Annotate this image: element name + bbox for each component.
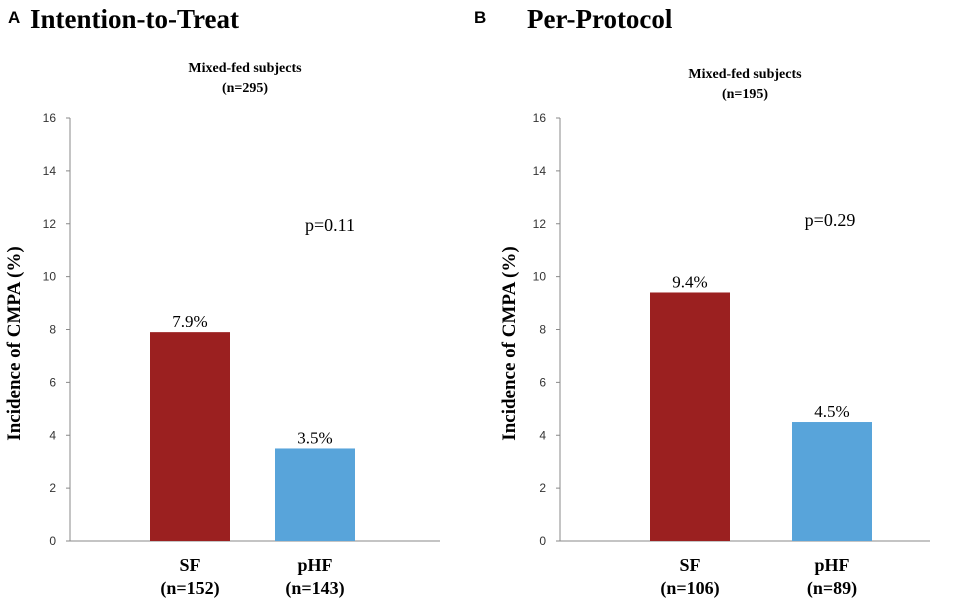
panel-a-bar-phf <box>275 448 355 541</box>
panel-b-y-tick-label: 6 <box>539 375 546 389</box>
panel-a-data-label-sf: 7.9% <box>172 312 207 331</box>
panel-a-y-tick-label: 4 <box>49 428 56 442</box>
panel-a-letter: A <box>8 8 21 27</box>
panel-b-y-tick-label: 4 <box>539 428 546 442</box>
panel-a-y-tick-label: 0 <box>49 534 56 548</box>
panel-b-category-n-sf: (n=106) <box>660 578 719 599</box>
panel-a-subtitle-line1: Mixed-fed subjects <box>188 61 302 76</box>
panel-b-p-value: p=0.29 <box>805 210 856 230</box>
panel-a-title: Intention-to-Treat <box>30 4 239 34</box>
panel-b-y-axis-label: Incidence of CMPA (%) <box>499 246 520 440</box>
panel-b-category-label-phf: pHF <box>814 555 849 575</box>
panel-a-category-label-phf: pHF <box>297 555 332 575</box>
panel-a-category-label-sf: SF <box>179 555 200 575</box>
panel-a-data-label-phf: 3.5% <box>297 428 332 447</box>
panel-b-y-tick-label: 0 <box>539 534 546 548</box>
panel-b-data-label-phf: 4.5% <box>814 402 849 421</box>
panel-a-y-tick-label: 2 <box>49 481 56 495</box>
panel-b-y-tick-label: 8 <box>539 323 546 337</box>
panel-b-category-label-sf: SF <box>679 555 700 575</box>
panel-a-category-n-sf: (n=152) <box>160 578 219 599</box>
panel-b-y-tick-label: 12 <box>533 217 547 231</box>
panel-a-y-axis-label: Incidence of CMPA (%) <box>4 246 25 440</box>
panel-b-y-tick-label: 10 <box>533 270 547 284</box>
panel-a-y-tick-label: 12 <box>43 217 57 231</box>
panel-b-subtitle-line1: Mixed-fed subjects <box>688 67 802 82</box>
panel-a-y-tick-label: 10 <box>43 270 57 284</box>
panel-b-subtitle-line2: (n=195) <box>722 87 768 102</box>
panel-b-bar-sf <box>650 292 730 541</box>
panel-a-y-tick-label: 14 <box>43 164 57 178</box>
panel-b-y-tick-label: 14 <box>533 164 547 178</box>
panel-a-category-n-phf: (n=143) <box>285 578 344 599</box>
panel-b-bar-phf <box>792 422 872 541</box>
panel-a-y-tick-label: 16 <box>43 111 57 125</box>
panel-a-bar-sf <box>150 332 230 541</box>
panel-b-letter: B <box>474 8 487 27</box>
panel-b-category-n-phf: (n=89) <box>807 578 857 599</box>
panel-a-y-tick-label: 8 <box>49 323 56 337</box>
panel-a-subtitle-line2: (n=295) <box>222 81 268 96</box>
panel-b-y-tick-label: 2 <box>539 481 546 495</box>
panel-b-y-tick-label: 16 <box>533 111 547 125</box>
panel-b-title: Per-Protocol <box>527 4 673 34</box>
panel-b-data-label-sf: 9.4% <box>672 272 707 291</box>
panel-a-y-tick-label: 6 <box>49 375 56 389</box>
panel-a-p-value: p=0.11 <box>305 215 355 235</box>
